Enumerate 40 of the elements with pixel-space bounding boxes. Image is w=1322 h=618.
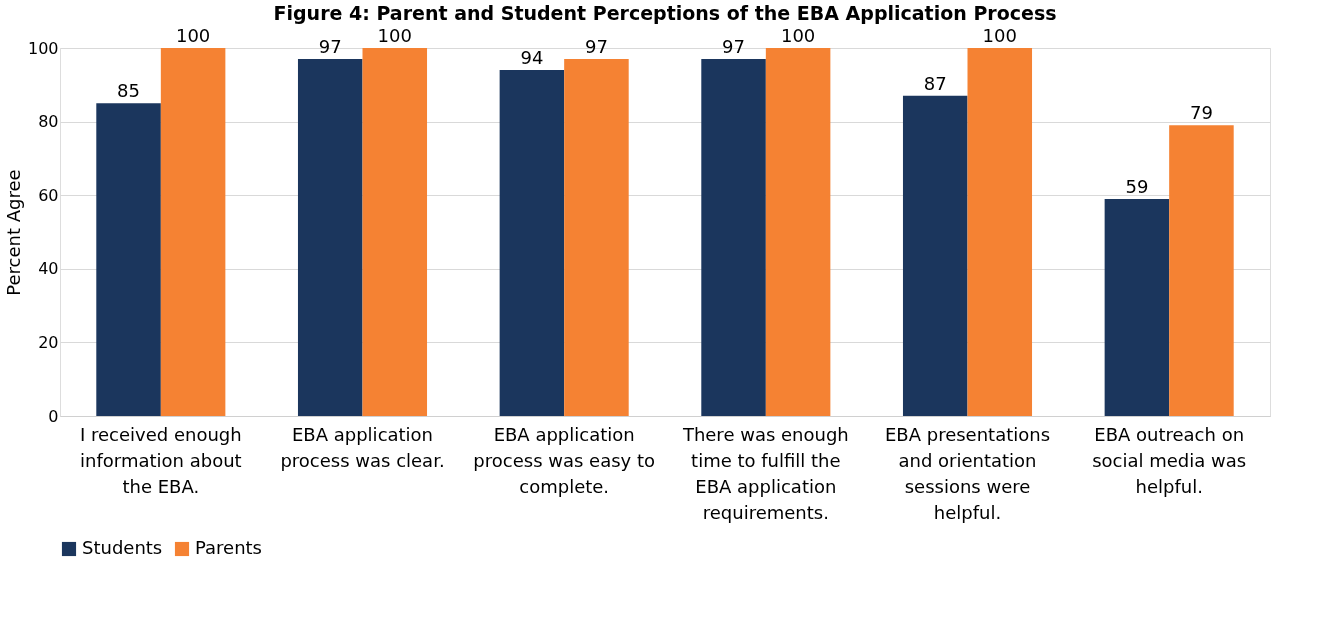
data-label: 85: [117, 80, 141, 102]
bar: [967, 48, 1033, 416]
data-label: 100: [377, 25, 412, 46]
chart-title: Figure 4: Parent and Student Perceptions of the EBA Application Process: [273, 2, 1057, 24]
x-tick-label: EBA outreach on social media was helpful.: [1092, 423, 1247, 497]
bar: [902, 95, 968, 416]
bar: [1169, 125, 1234, 416]
data-label: 59: [1125, 175, 1149, 197]
data-label: 94: [520, 47, 544, 69]
y-tick-label: 80: [38, 112, 59, 132]
x-tick-label: EBA application process was clear.: [280, 423, 445, 471]
x-tick-label: EBA presentations and orientation sessions were helpful.: [884, 423, 1051, 523]
data-label: 87: [923, 72, 947, 94]
data-label: 100: [982, 25, 1017, 46]
y-axis-title: Percent Agree: [2, 169, 24, 296]
data-label: 97: [722, 36, 746, 58]
bar: [297, 59, 363, 416]
bar: [701, 59, 766, 416]
x-tick-label: There was enough time to fulfill the EBA application requirements.: [681, 423, 849, 523]
y-tick-label: 100: [27, 38, 59, 58]
bar: [96, 103, 161, 416]
bar: [765, 48, 831, 416]
bar: [160, 48, 226, 416]
bar: [1104, 198, 1170, 416]
x-tick-label: EBA application process was easy to complete.: [473, 423, 655, 497]
bar: [564, 59, 629, 416]
legend-label: Students: [82, 537, 163, 558]
legend-label: Parents: [195, 537, 262, 558]
data-label: 97: [584, 36, 608, 58]
bar: [362, 48, 428, 416]
y-tick-label: 20: [38, 332, 59, 352]
y-tick-label: 40: [38, 259, 59, 279]
data-label: 100: [175, 25, 211, 46]
data-label: 97: [318, 36, 342, 58]
bar: [499, 70, 565, 416]
y-tick-label: 60: [38, 185, 59, 205]
data-label: 100: [780, 25, 816, 46]
data-label: 79: [1189, 102, 1213, 124]
y-tick-label: 0: [48, 406, 59, 426]
x-tick-label: I received enough information about the EBA.: [79, 423, 242, 497]
